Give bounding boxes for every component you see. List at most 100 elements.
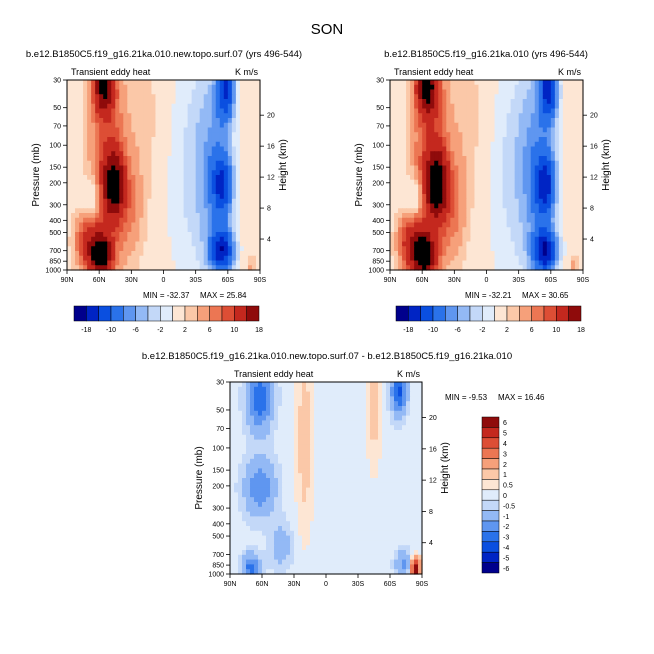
heatmap-cell — [406, 127, 411, 133]
heatmap-cell — [119, 194, 124, 200]
heatmap-cell — [255, 103, 261, 110]
heatmap-cell — [450, 170, 455, 176]
heatmap-cell — [470, 122, 476, 129]
heatmap-cell — [254, 391, 259, 397]
heatmap-cell — [526, 122, 532, 129]
heatmap-cell — [506, 236, 512, 243]
heatmap-cell — [402, 415, 407, 421]
heatmap-cell — [187, 141, 193, 148]
heatmap-cell — [434, 251, 439, 257]
heatmap-cell — [422, 89, 427, 95]
heatmap-cell — [558, 127, 564, 133]
heatmap-cell — [430, 151, 435, 157]
heatmap-cell — [87, 189, 92, 195]
heatmap-cell — [135, 217, 140, 224]
heatmap-cell — [562, 203, 568, 209]
heatmap-cell — [314, 439, 319, 445]
heatmap-cell — [326, 458, 331, 465]
heatmap-cell — [83, 184, 88, 190]
heatmap-cell — [478, 151, 484, 157]
heatmap-cell — [91, 251, 96, 257]
heatmap-cell — [282, 439, 287, 445]
heatmap-cell — [171, 208, 177, 214]
heatmap-cell — [255, 156, 261, 162]
heatmap-cell — [570, 89, 576, 95]
heatmap-cell — [123, 184, 128, 190]
heatmap-cell — [266, 454, 271, 460]
heatmap-cell — [246, 406, 251, 412]
heatmap-cell — [330, 425, 335, 431]
heatmap-cell — [187, 137, 193, 143]
heatmap-cell — [546, 241, 552, 247]
heatmap-cell — [159, 208, 165, 214]
heatmap-cell — [470, 165, 476, 171]
heatmap-cell — [139, 222, 144, 228]
heatmap-cell — [127, 127, 132, 133]
heatmap-cell — [239, 189, 245, 195]
heatmap-cell — [246, 454, 251, 460]
heatmap-cell — [87, 227, 92, 233]
heatmap-cell — [406, 146, 411, 152]
heatmap-cell — [410, 189, 415, 195]
heatmap-cell — [554, 156, 560, 162]
heatmap-cell — [191, 118, 197, 124]
heatmap-cell — [446, 170, 451, 176]
heatmap-cell — [390, 425, 395, 431]
heatmap-cell — [438, 189, 443, 195]
heatmap-cell — [346, 458, 351, 465]
heatmap-cell — [230, 449, 235, 455]
heatmap-cell — [450, 260, 455, 266]
heatmap-cell — [243, 146, 249, 152]
heatmap-cell — [199, 251, 205, 257]
heatmap-cell — [522, 208, 528, 214]
heatmap-cell — [574, 236, 580, 243]
heatmap-cell — [159, 217, 165, 224]
heatmap-cell — [522, 103, 528, 110]
heatmap-cell — [498, 213, 504, 219]
heatmap-cell — [167, 141, 173, 148]
heatmap-cell — [506, 232, 512, 238]
heatmap-cell — [258, 410, 263, 417]
heatmap-cell — [294, 386, 299, 393]
heatmap-cell — [255, 217, 261, 224]
heatmap-cell — [578, 222, 584, 228]
heatmap-cell — [187, 118, 193, 124]
heatmap-cell — [482, 84, 488, 91]
panel-2: b.e12.B1850C5.f19_g16.21ka.010 (yrs 496-… — [354, 49, 612, 284]
heatmap-cell — [191, 103, 197, 110]
heatmap-cell — [362, 478, 367, 484]
heatmap-cell — [382, 439, 387, 445]
heatmap-cell — [290, 473, 295, 479]
heatmap-cell — [234, 420, 239, 426]
heatmap-cell — [414, 99, 419, 105]
heatmap-cell — [410, 444, 415, 450]
heatmap-cell — [442, 127, 447, 133]
heatmap-cell — [290, 386, 295, 393]
heatmap-cell — [410, 236, 415, 243]
heatmap-cell — [450, 122, 455, 129]
heatmap-cell — [211, 99, 217, 105]
heatmap-cell — [458, 255, 463, 262]
heatmap-cell — [502, 189, 508, 195]
heatmap-cell — [75, 118, 80, 124]
heatmap-cell — [422, 118, 427, 124]
heatmap-cell — [450, 113, 455, 119]
heatmap-cell — [462, 175, 467, 181]
heatmap-cell — [83, 103, 88, 110]
heatmap-cell — [83, 170, 88, 176]
heatmap-cell — [574, 99, 580, 105]
heatmap-cell — [514, 99, 520, 105]
heatmap-cell — [562, 84, 568, 91]
heatmap-cell — [75, 146, 80, 152]
heatmap-cell — [378, 382, 383, 388]
heatmap-cell — [386, 454, 391, 460]
heatmap-cell — [127, 141, 132, 148]
heatmap-cell — [434, 160, 439, 167]
heatmap-cell — [123, 179, 128, 186]
heatmap-cell — [99, 184, 104, 190]
heatmap-cell — [211, 203, 217, 209]
heatmap-cell — [139, 103, 144, 110]
heatmap-cell — [119, 80, 124, 86]
heatmap-cell — [534, 255, 540, 262]
heatmap-cell — [195, 232, 201, 238]
